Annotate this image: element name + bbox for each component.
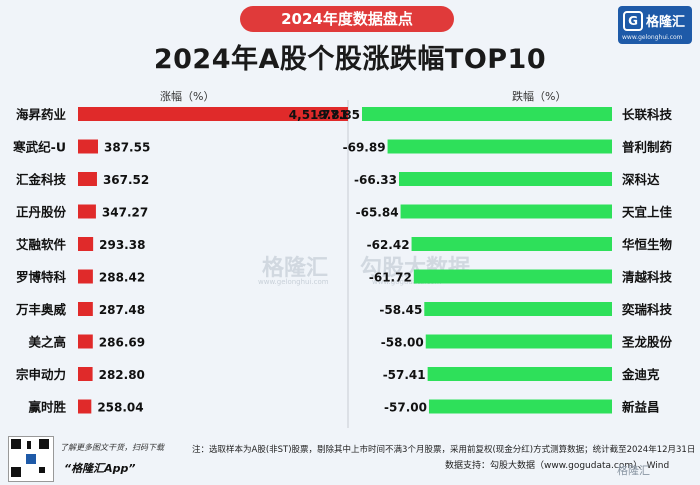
gain-bar: [78, 237, 94, 251]
gain-value-label: 286.69: [99, 336, 145, 350]
gain-category-label: 正丹股份: [16, 205, 67, 220]
gain-value-label: 4,519.81: [289, 108, 348, 122]
gain-bar: [78, 334, 93, 349]
loss-bar: [427, 367, 612, 381]
promo-text: 了解更多图文干货，扫码下载: [60, 443, 164, 452]
loss-bar: [424, 302, 612, 316]
page-title: 2024年A股个股涨跌幅TOP10: [153, 44, 547, 75]
gain-category-label: 美之高: [28, 335, 66, 350]
gain-axis-label: 涨幅（%）: [160, 90, 215, 103]
gain-value-label: 293.38: [99, 238, 145, 252]
loss-bar: [398, 172, 612, 186]
loss-value-label: -65.84: [356, 206, 399, 220]
gain-value-label: 387.55: [104, 141, 150, 155]
loss-value-label: -77.85: [317, 108, 360, 122]
gain-bar: [78, 399, 92, 414]
gain-category-label: 艾融软件: [16, 237, 67, 252]
gain-value-label: 367.52: [103, 173, 149, 187]
loss-value-label: -58.00: [381, 336, 424, 350]
gain-value-label: 287.48: [99, 303, 145, 317]
footnote: 注：选取样本为A股(非ST)股票，剔除其中上市时间不满3个月股票，采用前复权(现…: [192, 445, 696, 455]
loss-category-label: 金迪克: [621, 367, 660, 382]
loss-bar: [400, 204, 612, 219]
gain-category-label: 海昇药业: [16, 107, 67, 122]
loss-axis-label: 跌幅（%）: [512, 90, 567, 103]
watermark-data-url: www.gogudata.com: [372, 278, 442, 286]
gain-value-label: 258.04: [97, 401, 143, 415]
corner-watermark: 格隆汇: [617, 464, 650, 477]
loss-value-label: -61.72: [369, 271, 412, 285]
gain-bar: [78, 204, 96, 219]
gain-category-label: 赢时胜: [28, 400, 66, 415]
qr-code: [8, 436, 54, 482]
gain-value-label: 347.27: [102, 206, 148, 220]
loss-category-label: 天宜上佳: [622, 205, 673, 220]
loss-bar: [428, 399, 612, 414]
loss-bar: [362, 107, 612, 121]
loss-bar: [387, 139, 612, 154]
gain-value-label: 288.42: [99, 271, 145, 285]
brand-url: www.gelonghui.com: [622, 34, 683, 41]
loss-value-label: -57.00: [384, 401, 427, 415]
gain-bar: [78, 302, 93, 316]
gain-category-label: 罗博特科: [16, 270, 67, 285]
gain-bar: [78, 172, 97, 186]
loss-category-label: 普利制药: [622, 140, 673, 155]
watermark-brand: 格隆汇: [262, 256, 329, 281]
gain-category-label: 万丰奥威: [15, 302, 67, 317]
gain-bar: [78, 107, 348, 121]
gain-bar: [78, 139, 98, 154]
gain-bar: [78, 367, 93, 381]
loss-category-label: 华恒生物: [622, 237, 673, 252]
year-review-banner: 2024年度数据盘点: [240, 6, 454, 32]
brand-mark-icon: G: [623, 11, 643, 31]
gain-category-label: 宗申动力: [16, 367, 66, 382]
loss-category-label: 奕瑞科技: [621, 302, 673, 317]
watermark-brand-url: www.gelonghui.com: [258, 278, 329, 286]
loss-value-label: -69.89: [343, 141, 386, 155]
gain-value-label: 282.80: [99, 368, 145, 382]
loss-value-label: -57.41: [383, 368, 426, 382]
brand-logo: G 格隆汇 www.gelonghui.com: [618, 6, 692, 44]
gain-category-label: 寒武纪-U: [12, 140, 66, 155]
gain-category-label: 汇金科技: [16, 172, 67, 187]
loss-bar: [413, 269, 612, 284]
data-source: 数据支持：勾股大数据（www.gogudata.com）、Wind: [445, 461, 670, 471]
loss-value-label: -62.42: [367, 238, 410, 252]
brand-name: 格隆汇: [646, 15, 686, 30]
promo-app: “格隆汇App”: [64, 462, 136, 475]
loss-bar: [425, 334, 612, 349]
loss-category-label: 圣龙股份: [621, 335, 673, 350]
loss-value-label: -58.45: [379, 303, 422, 317]
loss-category-label: 长联科技: [622, 107, 673, 122]
loss-category-label: 清越科技: [622, 270, 673, 285]
loss-bar: [411, 237, 612, 251]
loss-value-label: -66.33: [354, 173, 397, 187]
loss-category-label: 深科达: [622, 172, 660, 187]
gain-bar: [78, 269, 93, 284]
loss-category-label: 新益昌: [622, 400, 660, 415]
